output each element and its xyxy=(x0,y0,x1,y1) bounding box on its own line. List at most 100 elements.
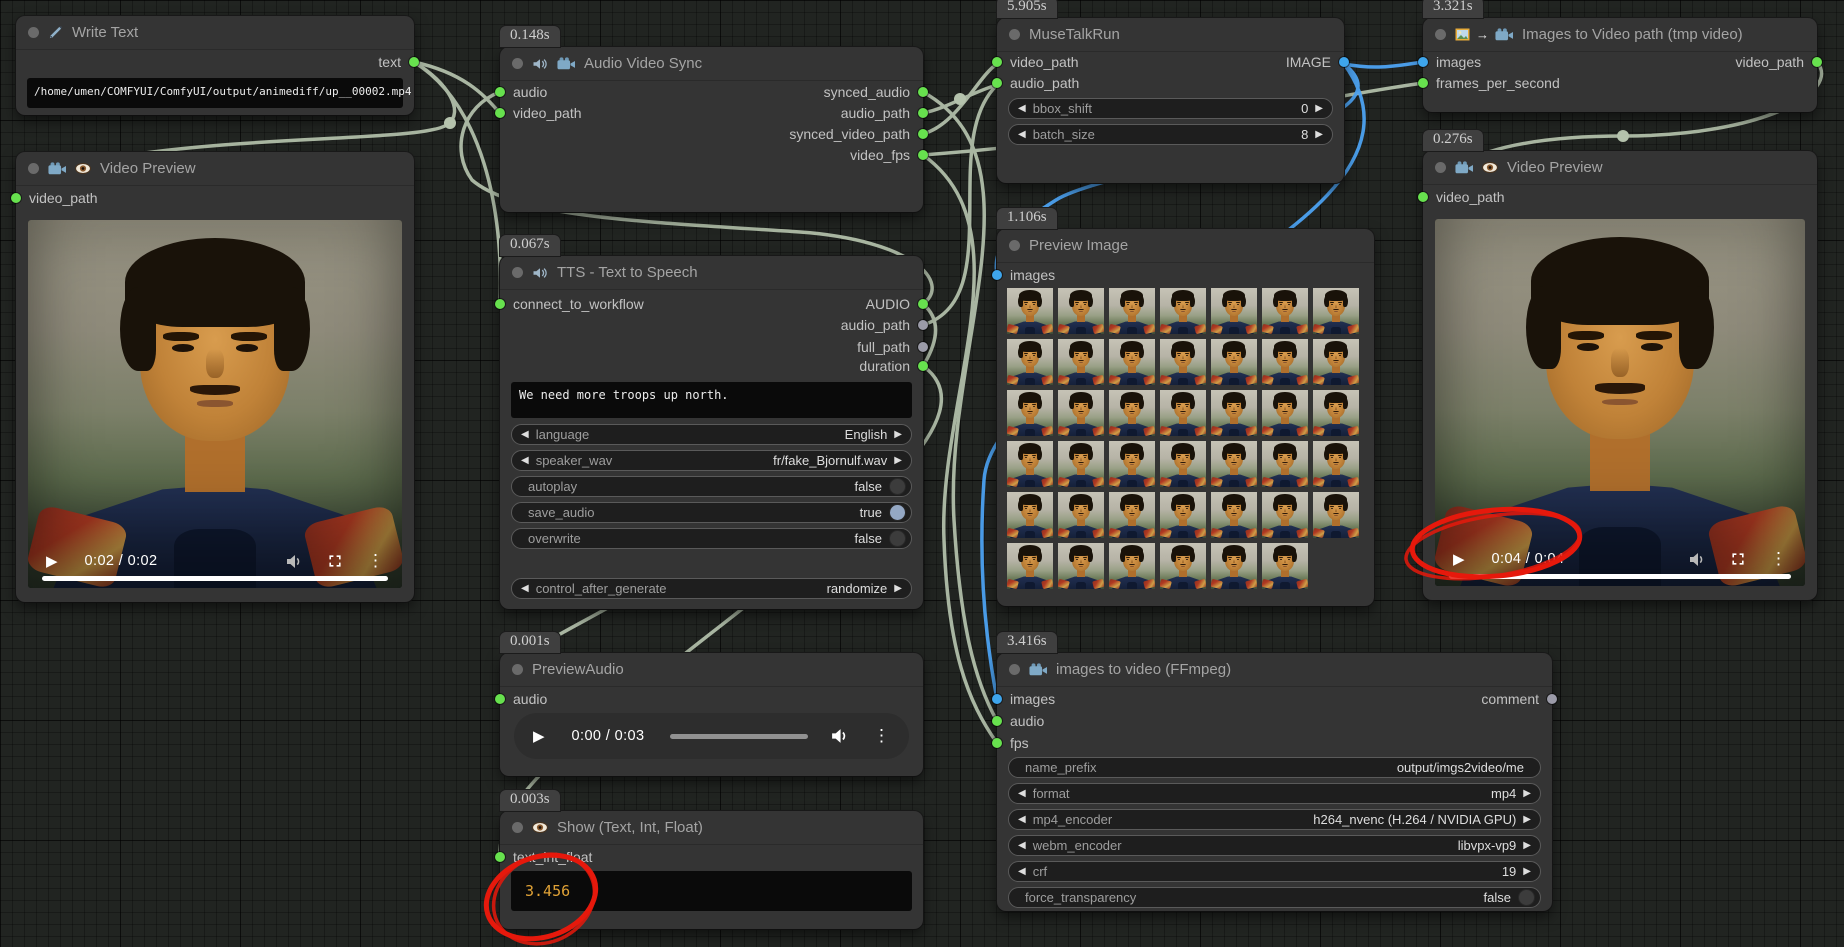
slot-dot[interactable] xyxy=(11,193,21,203)
kebab-menu-icon[interactable]: ⋮ xyxy=(367,551,384,570)
node-header[interactable]: → Images to Video path (tmp video) xyxy=(1423,18,1817,52)
slot-dot[interactable] xyxy=(918,108,928,118)
decrement-arrow-icon[interactable]: ◀ xyxy=(521,455,529,466)
text-widget[interactable]: /home/umen/COMFYUI/ComfyUI/output/animed… xyxy=(27,78,412,108)
slot-dot[interactable] xyxy=(992,57,1002,67)
collapse-dot[interactable] xyxy=(512,822,523,833)
widget-bbox_shift[interactable]: ◀ bbox_shift 0 ▶ xyxy=(1008,98,1333,119)
slot-dot[interactable] xyxy=(1418,78,1428,88)
play-button[interactable]: ▶ xyxy=(1453,551,1465,568)
slot-dot[interactable] xyxy=(918,87,928,97)
video-player[interactable]: ▶ 0:02 / 0:02 ⋮ xyxy=(28,220,402,588)
video-progress-bar[interactable] xyxy=(42,576,388,581)
node-header[interactable]: Preview Image xyxy=(997,229,1374,263)
widget-crf[interactable]: ◀ crf 19 ▶ xyxy=(1008,861,1541,882)
volume-icon[interactable] xyxy=(285,554,303,569)
node-video-preview-left[interactable]: Video Preview video_path ▶ 0:02 / 0:02 xyxy=(11,152,414,602)
increment-arrow-icon[interactable]: ▶ xyxy=(894,455,902,466)
toggle-knob[interactable] xyxy=(889,504,906,521)
slot-dot[interactable] xyxy=(1339,57,1349,67)
increment-arrow-icon[interactable]: ▶ xyxy=(1523,866,1531,877)
node-header[interactable]: Show (Text, Int, Float) xyxy=(500,811,923,845)
slot-dot[interactable] xyxy=(1547,694,1557,704)
toggle-knob[interactable] xyxy=(889,530,906,547)
decrement-arrow-icon[interactable]: ◀ xyxy=(521,429,529,440)
slot-dot[interactable] xyxy=(992,78,1002,88)
node-images-to-video-path[interactable]: 3.321s → Images to Video path (tmp video… xyxy=(1418,0,1822,112)
audio-player[interactable]: ▶ 0:00 / 0:03 ⋮ xyxy=(514,713,909,759)
slot-dot[interactable] xyxy=(495,694,505,704)
slot-dot[interactable] xyxy=(409,57,419,67)
node-header[interactable]: images to video (FFmpeg) xyxy=(997,653,1552,687)
slot-dot[interactable] xyxy=(992,738,1002,748)
decrement-arrow-icon[interactable]: ◀ xyxy=(1018,103,1026,114)
slot-dot[interactable] xyxy=(992,694,1002,704)
widget-save_audio[interactable]: save_audio true xyxy=(511,502,912,523)
slot-dot[interactable] xyxy=(1812,57,1822,67)
decrement-arrow-icon[interactable]: ◀ xyxy=(1018,788,1026,799)
node-images-to-video-ffmpeg[interactable]: 3.416s images to video (FFmpeg) images a… xyxy=(992,632,1557,911)
widget-speaker_wav[interactable]: ◀ speaker_wav fr/fake_Bjornulf.wav ▶ xyxy=(511,450,912,471)
increment-arrow-icon[interactable]: ▶ xyxy=(1315,129,1323,140)
widget-format[interactable]: ◀ format mp4 ▶ xyxy=(1008,783,1541,804)
collapse-dot[interactable] xyxy=(28,27,39,38)
slot-dot[interactable] xyxy=(1418,192,1428,202)
kebab-menu-icon[interactable]: ⋮ xyxy=(1770,549,1787,568)
widget-control_after_generate[interactable]: ◀ control_after_generate randomize ▶ xyxy=(511,578,912,599)
audio-seek-bar[interactable] xyxy=(670,733,808,739)
increment-arrow-icon[interactable]: ▶ xyxy=(1523,814,1531,825)
slot-dot[interactable] xyxy=(918,299,928,309)
node-header[interactable]: Video Preview xyxy=(1423,151,1817,185)
collapse-dot[interactable] xyxy=(1435,162,1446,173)
collapse-dot[interactable] xyxy=(1435,29,1446,40)
play-button[interactable]: ▶ xyxy=(46,553,58,570)
widget-autoplay[interactable]: autoplay false xyxy=(511,476,912,497)
decrement-arrow-icon[interactable]: ◀ xyxy=(1018,129,1026,140)
node-video-preview-right[interactable]: 0.276s Video Preview video_path ▶ 0:04 /… xyxy=(1418,130,1817,600)
increment-arrow-icon[interactable]: ▶ xyxy=(1523,840,1531,851)
widget-language[interactable]: ◀ language English ▶ xyxy=(511,424,912,445)
collapse-dot[interactable] xyxy=(1009,29,1020,40)
fullscreen-icon[interactable] xyxy=(1730,551,1746,567)
collapse-dot[interactable] xyxy=(512,58,523,69)
widget-name_prefix[interactable]: name_prefix output/imgs2video/me xyxy=(1008,757,1541,778)
value-display[interactable]: 3.456 xyxy=(511,871,912,911)
collapse-dot[interactable] xyxy=(1009,664,1020,675)
slot-dot[interactable] xyxy=(918,150,928,160)
slot-dot[interactable] xyxy=(918,361,928,371)
node-preview-image[interactable]: 1.106s Preview Image images xyxy=(992,208,1374,606)
video-player[interactable]: ▶ 0:04 / 0:04 ⋮ xyxy=(1435,219,1805,586)
collapse-dot[interactable] xyxy=(28,163,39,174)
increment-arrow-icon[interactable]: ▶ xyxy=(1523,788,1531,799)
widget-force_transparency[interactable]: force_transparency false xyxy=(1008,887,1541,908)
video-progress-bar[interactable] xyxy=(1449,574,1791,579)
node-tts[interactable]: 0.067s TTS - Text to Speech connect_to_w… xyxy=(495,235,928,609)
node-write-text[interactable]: Write Text text /home/umen/COMFYUI/Comfy… xyxy=(16,16,419,115)
volume-icon[interactable] xyxy=(1688,552,1706,567)
kebab-menu-icon[interactable]: ⋮ xyxy=(873,726,890,745)
node-musetalk-run[interactable]: 5.905s MuseTalkRun video_path audio_path… xyxy=(992,0,1349,183)
slot-dot[interactable] xyxy=(992,270,1002,280)
collapse-dot[interactable] xyxy=(512,664,523,675)
toggle-knob[interactable] xyxy=(889,478,906,495)
node-audio-video-sync[interactable]: 0.148s Audio Video Sync audio video_path… xyxy=(495,26,928,212)
node-header[interactable]: PreviewAudio xyxy=(500,653,923,687)
volume-icon[interactable] xyxy=(830,728,849,744)
increment-arrow-icon[interactable]: ▶ xyxy=(894,583,902,594)
widget-webm_encoder[interactable]: ◀ webm_encoder libvpx-vp9 ▶ xyxy=(1008,835,1541,856)
slot-dot[interactable] xyxy=(495,87,505,97)
slot-dot[interactable] xyxy=(1418,57,1428,67)
widget-overwrite[interactable]: overwrite false xyxy=(511,528,912,549)
slot-dot[interactable] xyxy=(918,320,928,330)
collapse-dot[interactable] xyxy=(1009,240,1020,251)
node-header[interactable]: Video Preview xyxy=(16,152,414,186)
collapse-dot[interactable] xyxy=(512,267,523,278)
slot-dot[interactable] xyxy=(495,852,505,862)
slot-dot[interactable] xyxy=(495,108,505,118)
text-widget[interactable]: We need more troops up north. xyxy=(511,382,912,418)
node-header[interactable]: Write Text xyxy=(16,16,414,50)
play-button[interactable]: ▶ xyxy=(533,728,545,745)
increment-arrow-icon[interactable]: ▶ xyxy=(1315,103,1323,114)
slot-dot[interactable] xyxy=(918,342,928,352)
